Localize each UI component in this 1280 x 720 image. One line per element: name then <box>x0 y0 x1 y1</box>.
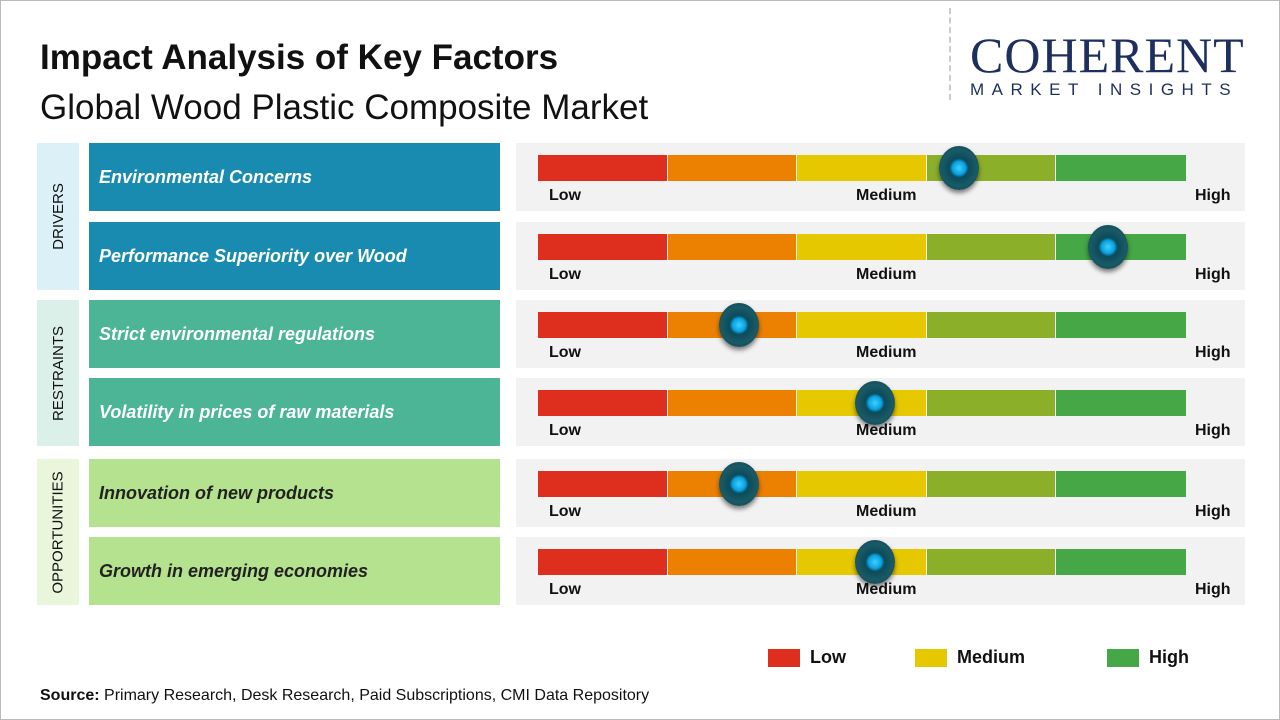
gauge-segment <box>667 155 797 181</box>
gauge: Low Medium High <box>516 459 1245 527</box>
gauge-label-medium: Medium <box>856 581 917 598</box>
chart-subtitle: Global Wood Plastic Composite Market <box>40 88 649 127</box>
gauge-segment <box>667 234 797 260</box>
gauge-label-low: Low <box>549 422 581 439</box>
gauge-label-high: High <box>1195 422 1231 439</box>
gauge-label-low: Low <box>549 503 581 520</box>
gauge-label-high: High <box>1195 344 1231 361</box>
gauge-segment <box>1056 390 1186 416</box>
source: Source: Primary Research, Desk Research,… <box>40 687 649 705</box>
legend-swatch <box>768 648 800 667</box>
gauge-segment <box>1056 312 1186 338</box>
category-restraints: RESTRAINTS <box>37 300 79 446</box>
gauge: Low Medium High <box>516 537 1245 605</box>
gauge-segment <box>667 549 797 575</box>
factor-label: Performance Superiority over Wood <box>89 222 500 290</box>
gauge: Low Medium High <box>516 222 1245 290</box>
legend-item: Medium <box>915 647 1025 668</box>
gauge-label-low: Low <box>549 581 581 598</box>
gauge-marker <box>718 303 759 347</box>
gauge-segment <box>797 471 926 497</box>
gauge-segment <box>797 234 926 260</box>
gauge-segment <box>797 312 926 338</box>
gauge-segment <box>538 155 667 181</box>
legend-swatch <box>915 648 947 667</box>
gauge-label-medium: Medium <box>856 344 917 361</box>
gauge-segment <box>1056 155 1186 181</box>
gauge-segment <box>538 312 667 338</box>
gauge-label-medium: Medium <box>856 266 917 283</box>
gauge-label-medium: Medium <box>856 503 917 520</box>
legend-item: Low <box>768 647 846 668</box>
factor-label: Growth in emerging economies <box>89 537 500 605</box>
chart-title: Impact Analysis of Key Factors <box>40 38 559 77</box>
logo: COHERENT MARKET INSIGHTS <box>970 30 1245 100</box>
category-label: RESTRAINTS <box>49 325 67 421</box>
gauge-marker <box>854 540 895 584</box>
legend-label: Medium <box>957 647 1026 667</box>
gauge: Low Medium High <box>516 378 1245 446</box>
gauge-label-high: High <box>1195 503 1231 520</box>
gauge-label-high: High <box>1195 187 1231 204</box>
gauge-segment <box>538 234 667 260</box>
logo-line1: COHERENT <box>970 27 1245 83</box>
gauge-segment <box>538 390 667 416</box>
gauge-label-low: Low <box>549 266 581 283</box>
gauge-segment <box>926 312 1056 338</box>
gauge-marker <box>854 381 895 425</box>
gauge-segment <box>538 471 667 497</box>
gauge-segment <box>1056 471 1186 497</box>
legend-label: Low <box>810 647 846 667</box>
gauge-segment <box>667 390 797 416</box>
gauge-marker <box>939 146 980 190</box>
category-label: DRIVERS <box>49 183 67 250</box>
gauge: Low Medium High <box>516 300 1245 368</box>
category-drivers: DRIVERS <box>37 143 79 290</box>
gauge-segment <box>797 155 926 181</box>
gauge: Low Medium High <box>516 143 1245 211</box>
factor-label: Strict environmental regulations <box>89 300 500 368</box>
gauge-marker <box>718 462 759 506</box>
gauge-label-low: Low <box>549 187 581 204</box>
gauge-label-high: High <box>1195 581 1231 598</box>
divider <box>949 8 951 100</box>
factor-label: Innovation of new products <box>89 459 500 527</box>
legend-label: High <box>1149 647 1189 667</box>
gauge-label-medium: Medium <box>856 422 917 439</box>
category-opportunities: OPPORTUNITIES <box>37 459 79 605</box>
gauge-marker <box>1088 225 1129 269</box>
logo-line2: MARKET INSIGHTS <box>970 80 1239 99</box>
gauge-segment <box>926 390 1056 416</box>
factor-label: Volatility in prices of raw materials <box>89 378 500 446</box>
category-label: OPPORTUNITIES <box>49 470 67 594</box>
gauge-label-low: Low <box>549 344 581 361</box>
source-label: Source: <box>40 687 100 704</box>
gauge-segment <box>1056 549 1186 575</box>
gauge-segment <box>926 234 1056 260</box>
gauge-label-medium: Medium <box>856 187 917 204</box>
gauge-segment <box>538 549 667 575</box>
gauge-segment <box>926 549 1056 575</box>
source-text: Primary Research, Desk Research, Paid Su… <box>99 687 650 704</box>
legend-swatch <box>1107 648 1139 667</box>
gauge-label-high: High <box>1195 266 1231 283</box>
legend-item: High <box>1107 647 1189 668</box>
factor-label: Environmental Concerns <box>89 143 500 211</box>
gauge-segment <box>926 471 1056 497</box>
